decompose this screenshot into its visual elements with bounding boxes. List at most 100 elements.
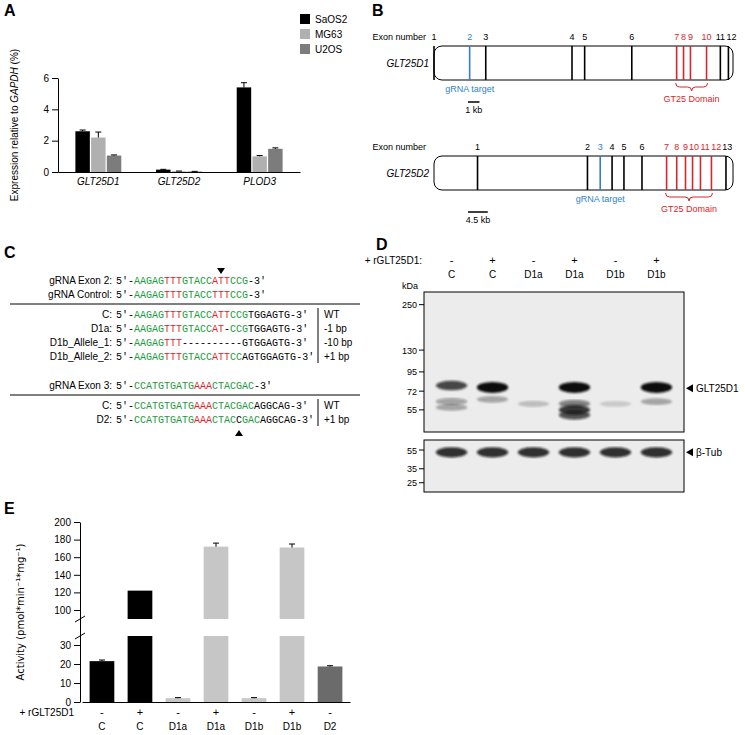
ladder-label: 130	[402, 346, 417, 356]
bar	[128, 591, 153, 702]
sequence-part: CC	[230, 352, 242, 363]
legend-label: SaOS2	[315, 14, 348, 25]
sequence-part: AAGAG	[134, 324, 164, 335]
sequence-part: AAA	[194, 401, 212, 412]
label-part: (%)	[9, 49, 20, 65]
y-axis-tick: 10	[60, 678, 80, 689]
tick-mark	[52, 172, 58, 173]
error-bar	[98, 132, 99, 137]
tick-label: GLT25D1	[77, 176, 120, 187]
sequence-part: CTACGAC	[212, 381, 254, 392]
band	[559, 411, 590, 420]
sequence-part: 5'-	[116, 310, 134, 321]
sequence: 5'-AAGAGTTTGTACCATTCCGTGGAGTG-3'	[116, 310, 308, 321]
exon	[631, 46, 633, 80]
sequence: 5'-AAGAGTTT----------GTGGAGTG-3'	[116, 338, 308, 349]
exon-number: 1	[431, 32, 436, 42]
exon	[485, 46, 487, 80]
sequence-part: GTACC	[182, 352, 212, 363]
tick-label: 6	[43, 73, 49, 84]
blot: 250130957255GLT25D1	[402, 292, 739, 432]
exon	[676, 46, 678, 80]
treatment-sign: +	[213, 706, 219, 718]
exon-number: 7	[664, 142, 669, 152]
y-axis-tick: 0	[43, 167, 58, 178]
label-part: Expression	[9, 152, 20, 201]
bar	[318, 666, 343, 702]
tick-mark	[52, 78, 58, 79]
treatment-sign: -	[252, 706, 256, 718]
y-axis-tick: 120	[54, 587, 80, 598]
bars	[75, 83, 282, 172]
x-axis: GLT25D1GLT25D2PLOD3	[59, 173, 301, 188]
treatment-sign: -	[100, 706, 104, 718]
change-label: +1 bp	[324, 351, 350, 362]
treatment-sign: -	[532, 254, 536, 266]
panel-label: E	[4, 500, 15, 517]
change-label: WT	[324, 400, 340, 411]
error-cap	[192, 171, 198, 172]
tick-mark	[74, 522, 80, 523]
panel-label: D	[376, 236, 388, 253]
sequence-part: TTT	[164, 352, 182, 363]
exon	[728, 46, 730, 80]
exon	[599, 156, 601, 190]
axis-break-gap	[82, 619, 356, 636]
band	[436, 381, 467, 391]
exon-number: 12	[711, 142, 721, 152]
bar	[242, 698, 267, 702]
x-axis-tick: D2	[324, 721, 337, 732]
row-label: D2:	[96, 414, 112, 425]
tick-mark	[74, 664, 80, 665]
ladder-label: 72	[407, 387, 417, 397]
exon	[623, 156, 625, 190]
error-cap	[241, 82, 247, 83]
sequence-part: CTACGAC	[212, 401, 254, 412]
sequence-part: ATT	[212, 276, 230, 287]
panel-label: B	[372, 2, 384, 19]
treatment-sign: +	[289, 706, 295, 718]
bar	[187, 171, 201, 172]
error-bar	[216, 543, 217, 547]
sequence-part: AAA	[194, 415, 212, 426]
sequence-part: GTACC	[182, 290, 212, 301]
treatment-sign: +	[489, 254, 495, 266]
exon-number: 11	[700, 142, 709, 152]
error-cap	[99, 660, 105, 661]
sequence-part: CCG	[230, 324, 248, 335]
tick-mark	[52, 109, 58, 110]
tick-label: C	[136, 721, 143, 732]
sequence-part: TTT	[164, 310, 182, 321]
exon	[720, 46, 722, 80]
sequence-part: AAGAG	[134, 276, 164, 287]
tick-mark	[74, 557, 80, 558]
sequence: 5'-AAGAGTTTGTACCATTCCAGTGGAGTG-3'	[116, 352, 314, 363]
panel-label: A	[4, 2, 16, 19]
target-label: gRNA target	[445, 84, 495, 94]
sequence-part: CCATGTGATG	[134, 381, 194, 392]
label-part: GAPDH	[9, 66, 20, 102]
exon-number: 3	[598, 142, 603, 152]
tick-label: 120	[54, 587, 71, 598]
error-cap	[95, 132, 101, 133]
exon-number: 1	[475, 142, 480, 152]
x-axis-tick: D1a	[169, 721, 188, 732]
treatment-sign: -	[614, 254, 618, 266]
blot: 553525β-Tub	[407, 440, 722, 492]
x-axis-tick: GLT25D1	[77, 176, 120, 187]
exon-number: 10	[702, 32, 712, 42]
ladder-tick	[419, 391, 424, 392]
row-label: D1b_Allele_1:	[50, 337, 112, 348]
sequence-part: ATT	[212, 352, 230, 363]
sequence-part: CCG	[230, 310, 248, 321]
sequence-part: CCG	[230, 290, 248, 301]
exon	[666, 156, 668, 190]
band	[641, 398, 672, 405]
sequence-part: AAGAG	[134, 338, 164, 349]
target-label: gRNA target	[576, 194, 626, 204]
unit-label: kDa	[402, 281, 418, 291]
change-label: WT	[324, 309, 340, 320]
x-axis-tick: D1a	[207, 721, 226, 732]
rule	[10, 395, 360, 396]
sequence: 5'-CCATGTGATGAAACTACGACAGGCAG-3'	[116, 401, 308, 412]
